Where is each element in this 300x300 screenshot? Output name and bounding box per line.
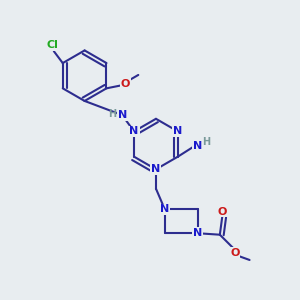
Text: N: N [193, 228, 202, 238]
Text: O: O [230, 248, 239, 257]
Text: N: N [129, 126, 139, 136]
Text: H: H [202, 137, 211, 147]
Text: Cl: Cl [46, 40, 58, 50]
Text: O: O [218, 206, 227, 217]
Text: N: N [151, 164, 160, 174]
Text: O: O [121, 79, 130, 88]
Text: H: H [109, 110, 117, 119]
Text: N: N [173, 126, 182, 136]
Text: N: N [193, 141, 202, 151]
Text: N: N [118, 110, 127, 120]
Text: N: N [160, 204, 170, 214]
